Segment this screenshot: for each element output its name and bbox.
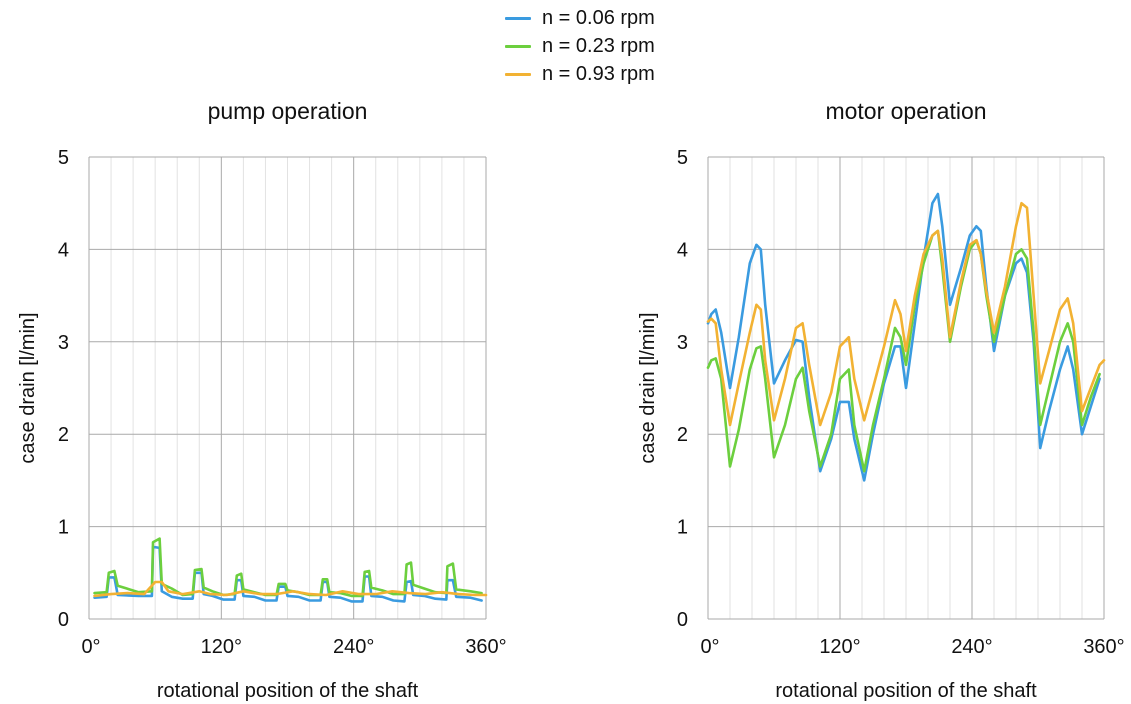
legend-swatch-series-3	[505, 73, 531, 76]
y-tick-label: 1	[677, 517, 688, 539]
legend-swatch-series-1	[505, 17, 531, 20]
series-line-2	[93, 537, 483, 598]
series-line-2	[706, 229, 1101, 473]
x-tick-label: 360°	[465, 636, 506, 658]
legend: n = 0.06 rpm n = 0.23 rpm n = 0.93 rpm	[505, 6, 705, 90]
legend-item-series-2: n = 0.23 rpm	[505, 34, 705, 62]
series-line-3	[706, 201, 1106, 427]
y-tick-label: 5	[677, 147, 688, 169]
y-tick-label: 4	[677, 239, 688, 261]
series-line-3	[93, 580, 488, 598]
y-tick-label: 3	[677, 332, 688, 354]
legend-label-series-3: n = 0.93 rpm	[542, 63, 655, 85]
legend-label-series-1: n = 0.06 rpm	[542, 7, 655, 29]
legend-swatch-series-2	[505, 45, 531, 48]
x-tick-label: 120°	[201, 636, 242, 658]
chart-panel-2: 0° 120° 240° 360° 0 1 2 3 4 5 motor operation rotat…	[637, 98, 1125, 702]
y-tick-label: 0	[677, 609, 688, 631]
y-axis-label: case drain [l/min]	[17, 312, 39, 463]
y-tick-label: 3	[58, 332, 69, 354]
y-axis-label: case drain [l/min]	[637, 312, 659, 463]
legend-label-series-2: n = 0.23 rpm	[542, 35, 655, 57]
legend-item-series-1: n = 0.06 rpm	[505, 6, 705, 34]
x-tick-label: 0°	[700, 636, 719, 658]
x-tick-label: 240°	[951, 636, 992, 658]
y-tick-label: 2	[58, 424, 69, 446]
legend-item-series-3: n = 0.93 rpm	[505, 62, 705, 90]
x-axis-label: rotational position of the shaft	[157, 680, 419, 702]
y-tick-label: 0	[58, 609, 69, 631]
x-tick-label: 360°	[1083, 636, 1124, 658]
chart-title: motor operation	[825, 98, 986, 124]
chart-panel-1: 0° 120° 240° 360° 0 1 2 3 4 5 pump operation rotati…	[17, 98, 507, 702]
x-axis-label: rotational position of the shaft	[775, 680, 1037, 702]
y-tick-label: 2	[677, 424, 688, 446]
y-tick-label: 1	[58, 517, 69, 539]
y-tick-label: 5	[58, 147, 69, 169]
chart-title: pump operation	[208, 98, 368, 124]
x-tick-label: 240°	[333, 636, 374, 658]
y-tick-label: 4	[58, 239, 69, 261]
x-tick-label: 120°	[819, 636, 860, 658]
x-tick-label: 0°	[81, 636, 100, 658]
